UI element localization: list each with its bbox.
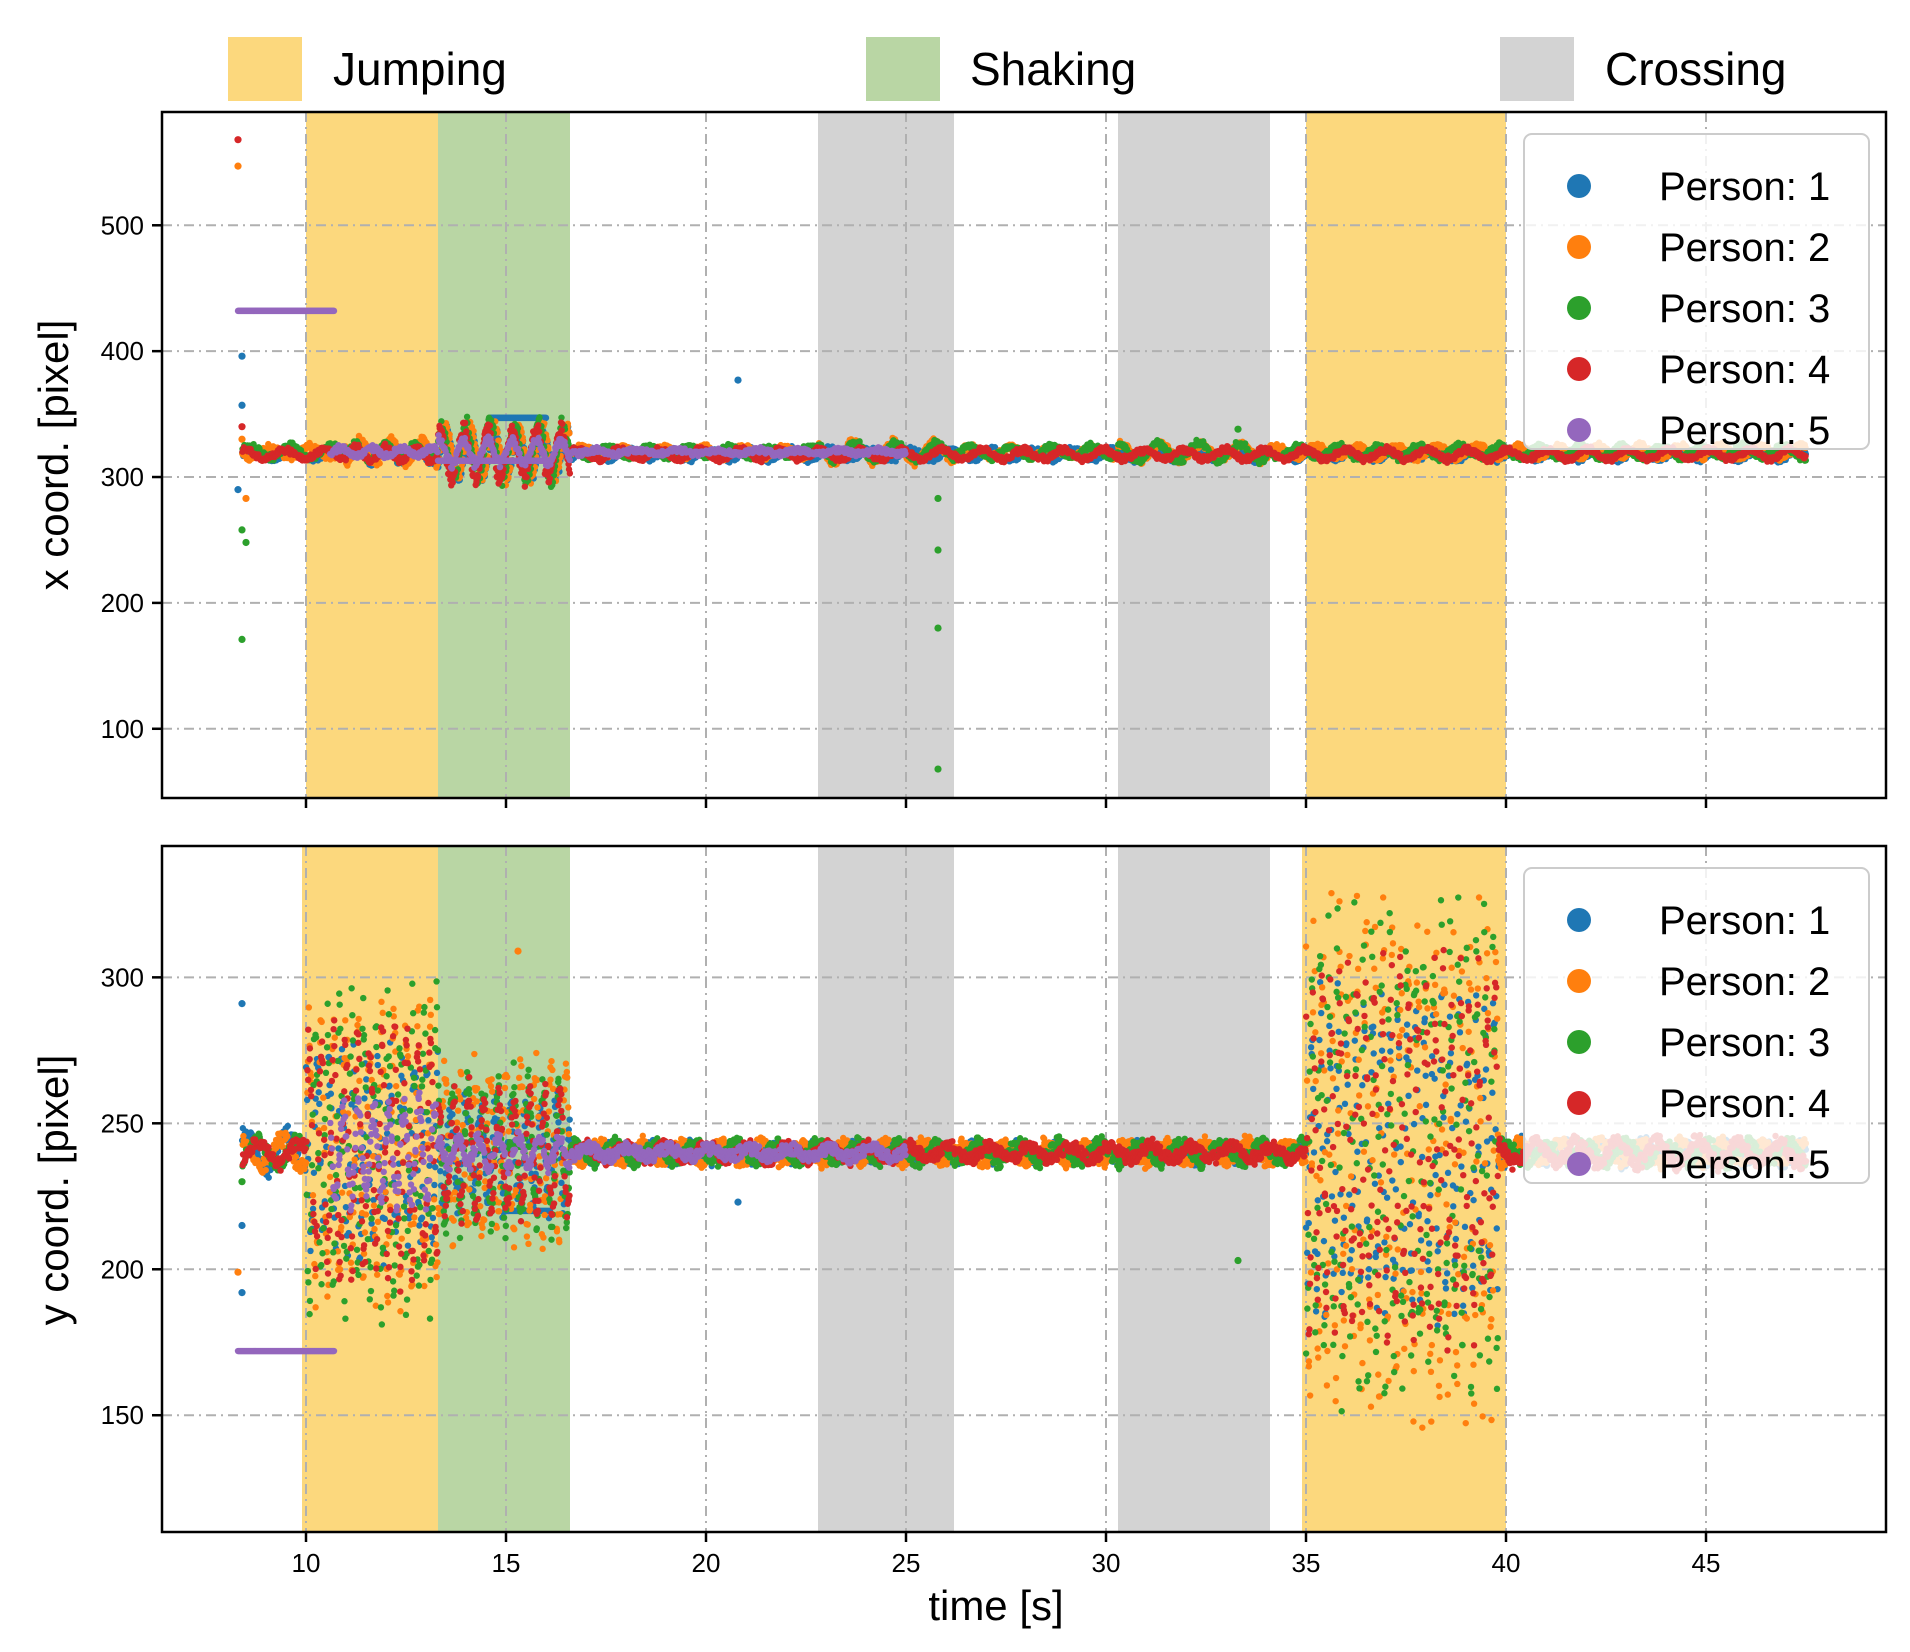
phase-legend-shaking-label: Shaking bbox=[970, 43, 1136, 95]
data-point-outlier bbox=[242, 494, 250, 503]
phase-legend: Jumping Shaking Crossing bbox=[228, 37, 1787, 101]
data-point-outlier bbox=[234, 162, 242, 170]
data-point bbox=[536, 414, 543, 421]
data-point bbox=[495, 437, 502, 444]
data-point bbox=[463, 413, 471, 421]
phase-legend-jumping-label: Jumping bbox=[333, 43, 507, 95]
phase-legend-jumping-swatch bbox=[228, 37, 302, 101]
data-point-outlier bbox=[238, 352, 246, 360]
data-point-outlier bbox=[238, 435, 246, 443]
data-point bbox=[542, 414, 550, 422]
phase-legend-shaking-swatch bbox=[866, 37, 940, 101]
data-point-outlier bbox=[238, 401, 246, 409]
data-point bbox=[566, 430, 573, 437]
data-point-outlier bbox=[734, 376, 742, 384]
phase-legend-crossing-label: Crossing bbox=[1605, 43, 1787, 95]
data-point-outlier bbox=[234, 486, 242, 494]
phase-legend-crossing-swatch bbox=[1500, 37, 1574, 101]
